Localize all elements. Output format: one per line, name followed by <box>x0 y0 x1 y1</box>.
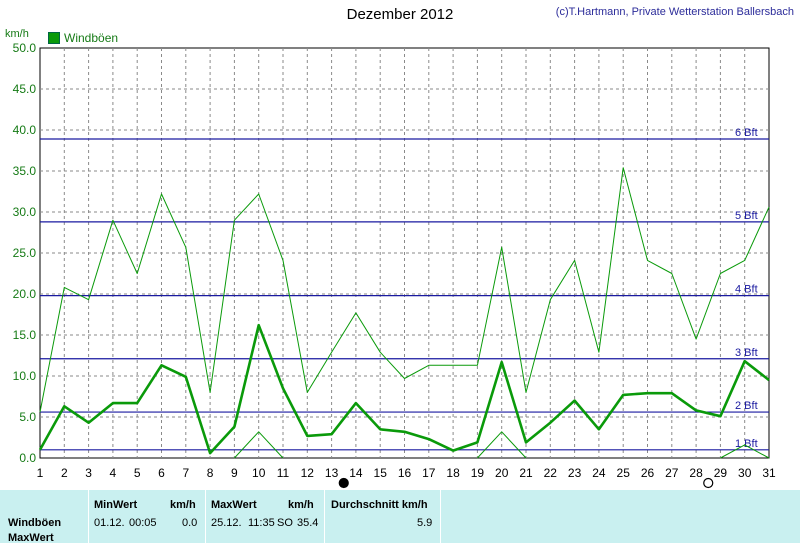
stats-max-value: 35.4 <box>297 517 319 529</box>
x-tick-label: 7 <box>182 466 189 480</box>
x-tick-label: 25 <box>617 466 631 480</box>
stats-avg-header: Durchschnitt km/h <box>331 499 428 511</box>
x-tick-label: 22 <box>544 466 558 480</box>
beaufort-label: 5 Bft <box>735 210 758 222</box>
series-line-max <box>39 167 770 413</box>
stats-max-time: 11:35 <box>248 517 275 529</box>
stats-row-label-windboeen: Windböen <box>8 517 62 529</box>
x-tick-label: 31 <box>762 466 776 480</box>
x-tick-label: 18 <box>446 466 460 480</box>
x-tick-label: 21 <box>519 466 533 480</box>
y-tick-label: 45.0 <box>13 82 37 96</box>
x-tick-label: 2 <box>61 466 68 480</box>
x-tick-label: 17 <box>422 466 436 480</box>
stats-min-unit: km/h <box>170 499 196 511</box>
beaufort-label: 4 Bft <box>735 284 758 296</box>
chart-area: 0.0 5.0 10.0 15.0 20.0 25.0 30.0 35.0 40.0 45.0 50… <box>13 41 776 489</box>
stats-min-value: 0.0 <box>182 517 198 529</box>
stats-row-label-maxwert: MaxWert <box>8 532 54 544</box>
x-tick-label: 16 <box>398 466 412 480</box>
chart-title: Dezember 2012 <box>346 6 454 23</box>
y-tick-label: 35.0 <box>13 164 37 178</box>
y-tick-label: 20.0 <box>13 287 37 301</box>
stats-min-date: 01.12. <box>94 517 125 529</box>
x-tick-label: 28 <box>689 466 703 480</box>
x-tick-label: 9 <box>231 466 238 480</box>
series-line-min <box>234 431 284 459</box>
x-tick-label: 13 <box>325 466 339 480</box>
x-tick-label: 3 <box>85 466 92 480</box>
x-tick-label: 19 <box>471 466 485 480</box>
beaufort-label: 6 Bft <box>735 127 758 139</box>
beaufort-label: 2 Bft <box>735 400 758 412</box>
x-tick-label: 20 <box>495 466 509 480</box>
full-moon-icon <box>703 477 714 489</box>
y-tick-label: 5.0 <box>19 410 36 424</box>
x-tick-label: 29 <box>714 466 728 480</box>
series-line-average <box>38 323 770 455</box>
x-tick-label: 10 <box>252 466 266 480</box>
y-tick-label: 0.0 <box>19 451 36 465</box>
y-tick-label: 10.0 <box>13 369 37 383</box>
legend: Windböen <box>48 31 118 45</box>
stats-max-unit: km/h <box>288 499 314 511</box>
y-tick-label: 30.0 <box>13 205 37 219</box>
x-tick-label: 12 <box>301 466 315 480</box>
stats-panel: Windböen MaxWert MinWert km/h 01.12. 00:… <box>0 490 800 544</box>
new-moon-icon <box>338 477 349 489</box>
stats-min-time: 00:05 <box>129 517 157 529</box>
x-tick-label: 5 <box>134 466 141 480</box>
series-line-min <box>477 431 527 459</box>
x-tick-label: 24 <box>592 466 606 480</box>
y-tick-label: 40.0 <box>13 123 37 137</box>
y-tick-label: 50.0 <box>13 41 37 55</box>
x-tick-label: 11 <box>277 466 290 480</box>
stats-max-direction: SO <box>277 517 293 529</box>
stats-max-header: MaxWert <box>211 499 257 511</box>
y-tick-label: 15.0 <box>13 328 37 342</box>
series-line-min <box>720 444 770 459</box>
x-tick-label: 27 <box>665 466 679 480</box>
x-tick-label: 15 <box>374 466 388 480</box>
y-axis-unit: km/h <box>5 28 29 40</box>
stats-min-header: MinWert <box>94 499 138 511</box>
legend-swatch <box>48 32 60 44</box>
x-tick-label: 30 <box>738 466 752 480</box>
x-tick-label: 1 <box>37 466 44 480</box>
copyright-text: (c)T.Hartmann, Private Wetterstation Bal… <box>555 6 794 18</box>
x-tick-label: 8 <box>207 466 214 480</box>
beaufort-label: 3 Bft <box>735 347 758 359</box>
stats-max-date: 25.12. <box>211 517 242 529</box>
x-tick-label: 6 <box>158 466 165 480</box>
legend-label: Windböen <box>64 31 119 45</box>
x-tick-label: 23 <box>568 466 582 480</box>
x-tick-label: 4 <box>110 466 117 480</box>
y-tick-label: 25.0 <box>13 246 37 260</box>
x-tick-label: 26 <box>641 466 655 480</box>
stats-avg-value: 5.9 <box>417 517 433 529</box>
x-tick-label: 14 <box>349 466 363 480</box>
